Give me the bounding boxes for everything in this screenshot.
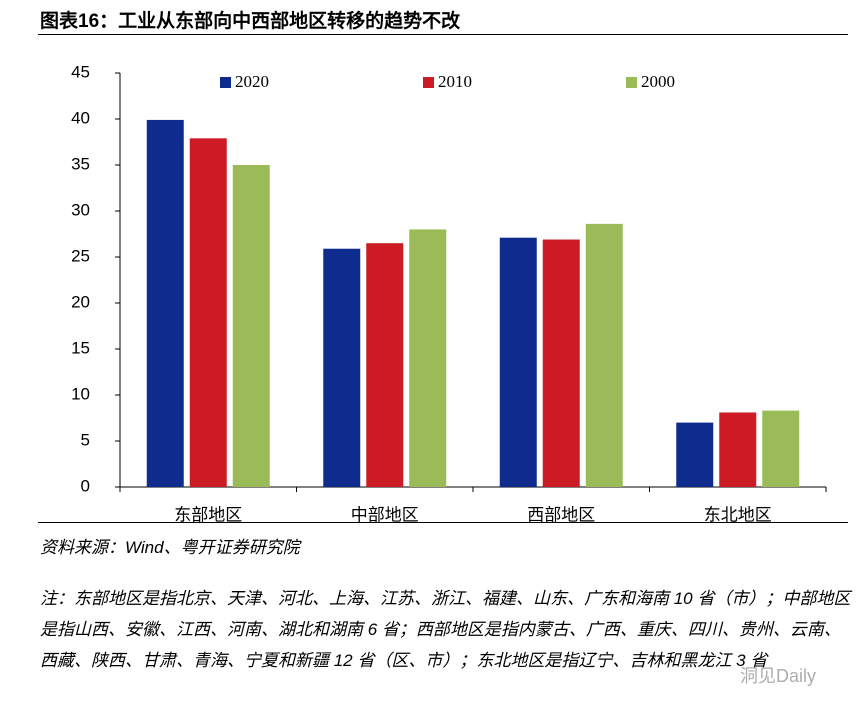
caption: 图表16：工业从东部向中西部地区转移的趋势不改 xyxy=(40,11,461,32)
legend-label: 2020 xyxy=(235,72,269,91)
bar xyxy=(719,412,757,487)
x-tick-label: 中部地区 xyxy=(351,505,419,522)
y-tick-label: 20 xyxy=(71,292,90,311)
note: 注：东部地区是指北京、天津、河北、上海、江苏、浙江、福建、山东、广东和海南 10… xyxy=(40,589,851,670)
y-tick-label: 0 xyxy=(81,476,90,495)
y-tick-label: 15 xyxy=(71,338,90,357)
rule xyxy=(38,34,848,35)
watermark: 洞见Daily xyxy=(740,666,817,686)
bar xyxy=(189,138,227,487)
bar xyxy=(323,248,361,487)
bar xyxy=(146,119,184,488)
bar xyxy=(676,422,714,487)
bar xyxy=(542,239,580,487)
y-tick-label: 5 xyxy=(81,430,90,449)
legend-swatch xyxy=(220,77,231,88)
source: 资料来源：Wind、粤开证券研究院 xyxy=(40,538,300,557)
bar xyxy=(232,165,270,487)
legend-label: 2010 xyxy=(438,72,472,91)
rule xyxy=(38,522,848,523)
y-tick-label: 25 xyxy=(71,246,90,265)
bar xyxy=(585,223,623,487)
y-tick-label: 35 xyxy=(71,154,90,173)
y-tick-label: 40 xyxy=(71,108,90,127)
bar xyxy=(366,243,404,487)
y-tick-label: 45 xyxy=(71,62,90,81)
legend-swatch xyxy=(423,77,434,88)
bar xyxy=(762,410,800,487)
chart: 0 5 10 15 20 25 30 35 40 45 东部地区 中部地区 西部地区 东北地区 2020 20… xyxy=(71,62,827,522)
x-tick-label: 西部地区 xyxy=(527,505,595,522)
y-tick-label: 30 xyxy=(71,200,90,219)
legend-label: 2000 xyxy=(641,72,675,91)
bar xyxy=(409,229,447,487)
x-tick-label: 东部地区 xyxy=(174,505,242,522)
bar xyxy=(499,237,537,487)
x-tick-label: 东北地区 xyxy=(704,505,772,522)
legend-swatch xyxy=(626,77,637,88)
y-tick-label: 10 xyxy=(71,384,90,403)
